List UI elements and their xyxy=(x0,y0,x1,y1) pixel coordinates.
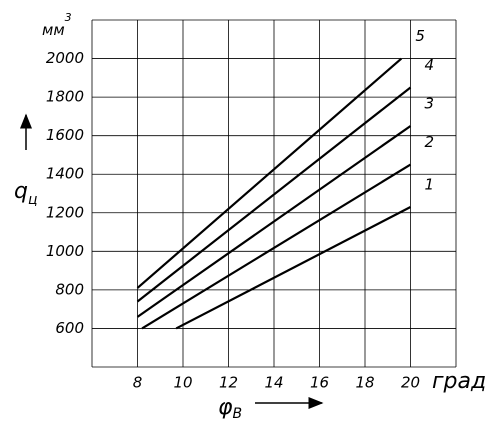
x-tick-label: 20 xyxy=(401,374,420,392)
y-tick-label: 1000 xyxy=(46,242,84,260)
y-label: qц xyxy=(14,179,38,208)
x-tick-label: 16 xyxy=(310,374,329,392)
y-tick-label: 1600 xyxy=(46,126,84,144)
x-tick-label: 12 xyxy=(219,374,238,392)
x-tick-label: 8 xyxy=(133,374,143,392)
y-tick-label: 600 xyxy=(55,319,84,337)
x-tick-label: 18 xyxy=(355,374,374,392)
y-tick-label: 800 xyxy=(55,280,84,298)
y-tick-label: 1800 xyxy=(46,88,84,106)
x-label: φВ xyxy=(218,395,242,422)
y-tick-label: 1400 xyxy=(46,165,84,183)
data-line xyxy=(175,206,412,330)
y-unit: мм3 xyxy=(42,11,72,39)
series-label: 5 xyxy=(415,27,425,45)
series-label: 2 xyxy=(425,133,435,151)
x-tick-label: 10 xyxy=(173,374,192,392)
y-tick-label: 1200 xyxy=(46,203,84,221)
data-line xyxy=(136,125,412,318)
series-label: 4 xyxy=(425,56,435,74)
data-line xyxy=(136,57,403,289)
x-tick-label: 14 xyxy=(264,374,283,392)
data-line xyxy=(141,163,412,330)
data-line xyxy=(136,86,412,303)
y-tick-label: 2000 xyxy=(46,49,84,67)
x-unit: град xyxy=(432,369,486,394)
series-label: 1 xyxy=(425,175,435,193)
series-label: 3 xyxy=(425,95,435,113)
